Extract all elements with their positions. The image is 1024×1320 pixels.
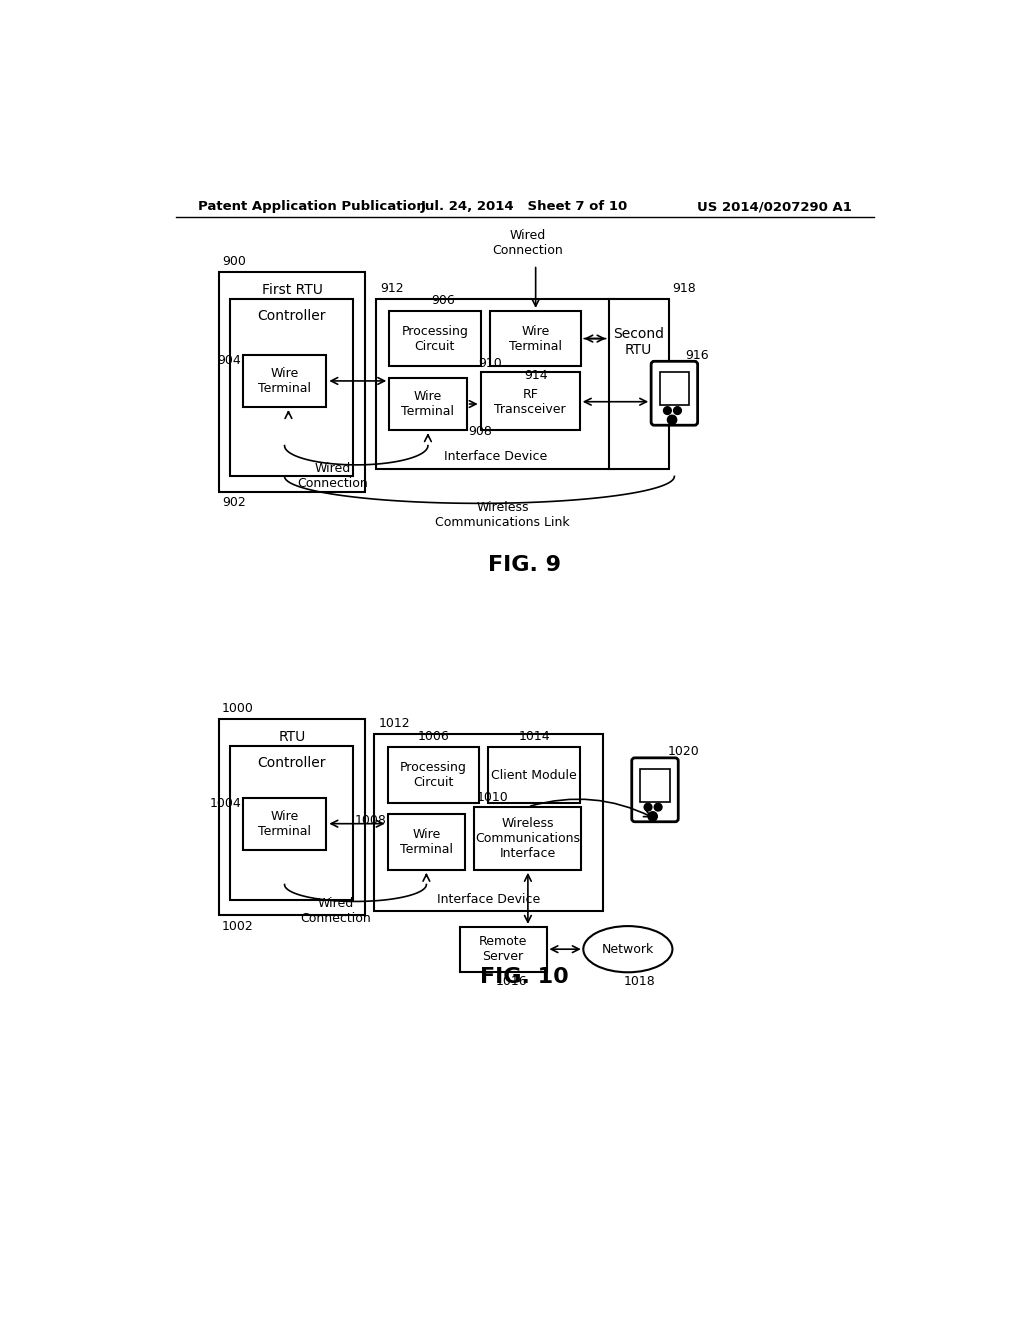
Bar [388, 747, 479, 803]
Text: 1018: 1018 [624, 975, 655, 989]
Text: 918: 918 [672, 282, 695, 296]
Text: First RTU: First RTU [262, 282, 323, 297]
Text: Processing
Circuit: Processing Circuit [401, 325, 468, 352]
Circle shape [664, 407, 672, 414]
Text: Client Module: Client Module [492, 768, 577, 781]
Bar [389, 312, 480, 367]
FancyBboxPatch shape [632, 758, 678, 822]
Bar [243, 797, 327, 850]
Ellipse shape [584, 927, 673, 973]
Text: Controller: Controller [257, 756, 326, 770]
Text: Processing
Circuit: Processing Circuit [400, 762, 467, 789]
Text: 914: 914 [524, 370, 548, 381]
Text: Wire
Terminal: Wire Terminal [509, 325, 562, 352]
Text: 1008: 1008 [354, 814, 386, 828]
Text: Remote
Server: Remote Server [479, 935, 527, 964]
Text: 908: 908 [468, 425, 493, 438]
Circle shape [668, 416, 677, 425]
Text: 904: 904 [217, 354, 241, 367]
Bar [488, 747, 580, 803]
Text: RTU: RTU [279, 730, 306, 743]
Bar [640, 768, 670, 801]
Bar [489, 312, 582, 367]
Text: 1004: 1004 [209, 797, 241, 810]
Text: Interface Device: Interface Device [437, 892, 541, 906]
Text: 900: 900 [222, 255, 246, 268]
Text: 1006: 1006 [418, 730, 450, 743]
Text: Wireless
Communications
Interface: Wireless Communications Interface [475, 817, 581, 859]
Bar [219, 272, 366, 492]
Text: Wire
Terminal: Wire Terminal [400, 828, 453, 857]
Text: 906: 906 [431, 293, 455, 306]
Circle shape [644, 804, 652, 810]
Circle shape [648, 812, 657, 821]
Text: 1012: 1012 [378, 717, 410, 730]
Text: Network: Network [602, 942, 654, 956]
Text: Wired
Connection: Wired Connection [493, 230, 563, 257]
Bar [230, 746, 352, 900]
Circle shape [654, 804, 662, 810]
Bar [375, 734, 603, 911]
Bar [480, 372, 580, 430]
Text: Wire
Terminal: Wire Terminal [258, 367, 311, 395]
Text: Second
RTU: Second RTU [613, 326, 665, 356]
Bar [230, 300, 352, 477]
Text: 916: 916 [685, 348, 709, 362]
Text: 1010: 1010 [477, 791, 509, 804]
Text: FIG. 9: FIG. 9 [488, 554, 561, 576]
Bar [659, 372, 689, 405]
Text: FIG. 10: FIG. 10 [480, 968, 569, 987]
Bar [219, 719, 366, 915]
Text: Controller: Controller [257, 309, 326, 323]
Text: Jul. 24, 2014   Sheet 7 of 10: Jul. 24, 2014 Sheet 7 of 10 [421, 201, 629, 214]
Text: 912: 912 [380, 282, 403, 296]
Circle shape [674, 407, 681, 414]
Text: Wired
Connection: Wired Connection [301, 898, 372, 925]
FancyBboxPatch shape [651, 362, 697, 425]
Bar [474, 807, 582, 870]
Text: 1002: 1002 [222, 920, 254, 933]
Text: Patent Application Publication: Patent Application Publication [198, 201, 426, 214]
Bar [608, 300, 669, 469]
Text: Wire
Terminal: Wire Terminal [401, 389, 455, 418]
Text: Wireless
Communications Link: Wireless Communications Link [435, 500, 570, 529]
Bar [376, 300, 616, 469]
Text: Interface Device: Interface Device [444, 450, 548, 463]
Text: Wired
Connection: Wired Connection [298, 462, 369, 491]
Text: 1014: 1014 [518, 730, 550, 743]
Text: Wire
Terminal: Wire Terminal [258, 809, 311, 838]
Bar [388, 814, 465, 870]
Bar [460, 927, 547, 972]
Text: 1020: 1020 [668, 746, 699, 758]
Text: US 2014/0207290 A1: US 2014/0207290 A1 [697, 201, 852, 214]
Text: 1016: 1016 [496, 975, 527, 989]
Bar [389, 378, 467, 430]
Text: RF
Transceiver: RF Transceiver [495, 388, 566, 416]
Text: 910: 910 [478, 356, 502, 370]
Bar [243, 355, 327, 407]
Text: 902: 902 [222, 496, 246, 510]
Text: 1000: 1000 [222, 702, 254, 714]
